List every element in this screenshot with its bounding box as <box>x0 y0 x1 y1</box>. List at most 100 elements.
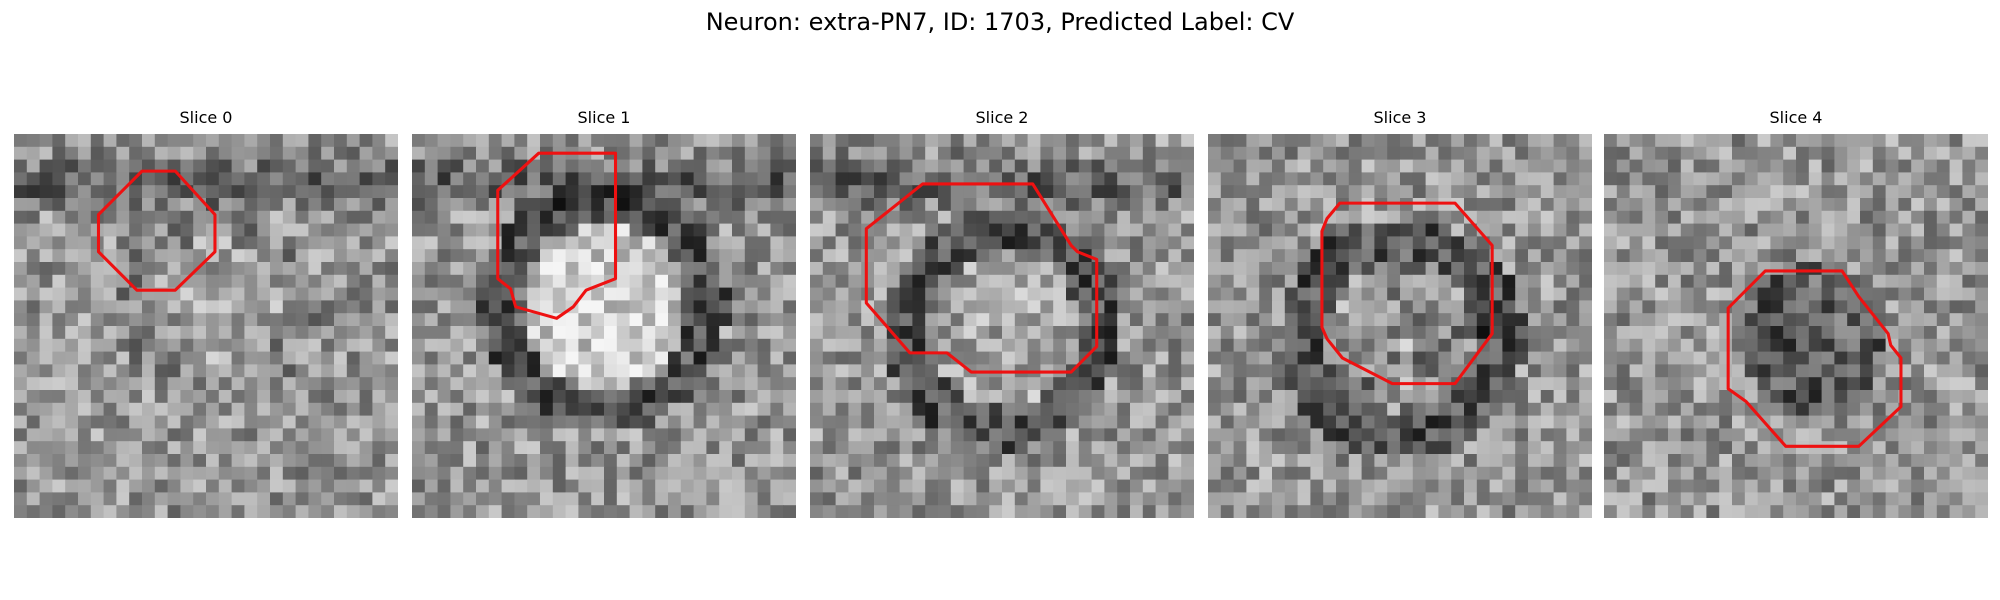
pixel <box>1898 326 1912 340</box>
pixel <box>1348 390 1363 404</box>
pixel <box>1924 364 1938 378</box>
pixel <box>680 274 695 289</box>
pixel <box>1821 326 1835 340</box>
pixel <box>180 351 194 365</box>
pixel <box>1885 479 1899 493</box>
pixel <box>1336 390 1350 404</box>
pixel <box>861 338 875 353</box>
pixel <box>1310 351 1324 365</box>
pixel <box>616 262 631 276</box>
pixel <box>1002 454 1016 468</box>
pixel <box>1911 428 1925 442</box>
pixel <box>1668 505 1682 518</box>
pixel <box>668 466 682 481</box>
pixel <box>1387 313 1401 327</box>
pixel <box>899 287 913 301</box>
pixel <box>565 364 579 378</box>
pixel <box>1284 146 1299 161</box>
pixel <box>1566 210 1580 225</box>
pixel <box>1233 274 1247 289</box>
pixel <box>1233 505 1247 518</box>
pixel <box>257 364 271 378</box>
pixel <box>1027 262 1041 276</box>
pixel <box>193 249 207 263</box>
pixel <box>1348 249 1363 263</box>
pixel <box>1323 236 1337 250</box>
pixel <box>1130 364 1144 378</box>
pixel <box>1272 377 1286 391</box>
pixel <box>1091 198 1105 212</box>
pixel <box>1962 492 1976 506</box>
pixel <box>372 454 386 468</box>
pixel <box>1796 492 1810 506</box>
pixel <box>552 198 567 212</box>
pixel <box>1808 479 1823 493</box>
pixel <box>1130 505 1144 518</box>
pixel <box>424 351 439 365</box>
pixel <box>1027 492 1041 506</box>
pixel <box>1104 159 1118 173</box>
pixel <box>552 223 567 237</box>
pixel <box>1451 223 1465 237</box>
pixel <box>1078 198 1093 212</box>
pixel <box>706 402 720 417</box>
pixel <box>578 185 592 199</box>
pixel <box>1310 364 1324 378</box>
pixel <box>514 428 528 442</box>
pixel <box>167 466 181 481</box>
pixel <box>1834 249 1848 263</box>
pixel <box>950 185 965 199</box>
pixel <box>1078 364 1093 378</box>
pixel <box>527 326 541 340</box>
pixel <box>244 441 258 455</box>
pixel <box>1181 326 1194 340</box>
pixel <box>295 287 309 301</box>
pixel <box>693 134 707 148</box>
pixel <box>552 415 567 429</box>
pixel <box>1796 390 1810 404</box>
pixel <box>514 505 528 518</box>
pixel <box>1387 249 1401 263</box>
pixel <box>719 505 733 518</box>
pixel <box>1208 198 1222 212</box>
pixel <box>257 198 271 212</box>
pixel <box>1770 466 1784 481</box>
pixel <box>976 223 990 237</box>
pixel <box>1719 274 1733 289</box>
pixel <box>180 287 194 301</box>
pixel <box>1168 415 1182 429</box>
pixel <box>1014 479 1029 493</box>
pixel <box>1821 198 1835 212</box>
pixel <box>1949 262 1963 276</box>
pixel <box>1962 262 1976 276</box>
pixel <box>103 402 117 417</box>
pixel <box>719 390 733 404</box>
pixel <box>899 428 913 442</box>
pixel <box>770 159 784 173</box>
pixel <box>52 351 66 365</box>
pixel <box>26 390 41 404</box>
pixel <box>744 134 759 148</box>
pixel <box>1757 185 1771 199</box>
pixel <box>1553 390 1567 404</box>
pixel <box>1220 236 1235 250</box>
pixel <box>1374 428 1388 442</box>
pixel <box>206 134 220 148</box>
pixel <box>1323 364 1337 378</box>
pixel <box>848 351 862 365</box>
pixel <box>270 287 284 301</box>
pixel <box>1464 415 1478 429</box>
pixel <box>732 262 746 276</box>
pixel <box>412 236 426 250</box>
pixel <box>1604 159 1618 173</box>
pixel <box>308 210 322 225</box>
pixel <box>1668 390 1682 404</box>
pixel <box>810 274 824 289</box>
pixel <box>1872 274 1887 289</box>
pixel <box>116 351 130 365</box>
pixel <box>270 364 284 378</box>
pixel <box>1476 326 1491 340</box>
pixel <box>591 351 605 365</box>
pixel <box>1796 249 1810 263</box>
pixel <box>1936 185 1951 199</box>
